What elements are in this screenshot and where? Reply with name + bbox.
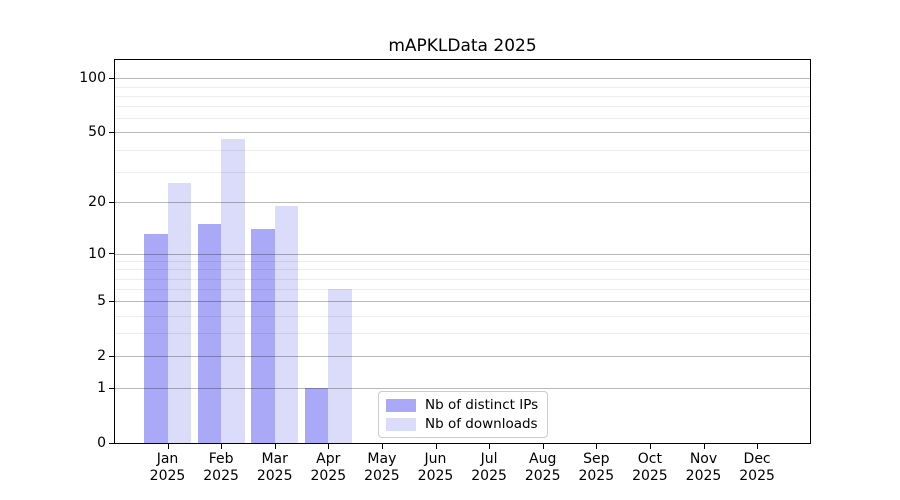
x-tick-mark-dec — [757, 444, 759, 449]
minor-gridline-9 — [115, 261, 810, 262]
bar-downloads-feb — [221, 138, 245, 443]
bar-downloads-jan — [167, 182, 191, 443]
y-tick-mark-0 — [109, 442, 114, 444]
x-tick-label-may: May 2025 — [364, 451, 400, 484]
minor-gridline-70 — [115, 106, 810, 108]
legend-swatch-distinct-ips — [386, 398, 416, 412]
minor-gridline-90 — [115, 86, 810, 88]
minor-gridline-60 — [115, 118, 810, 120]
bar-downloads-apr — [328, 289, 352, 443]
x-tick-mark-nov — [703, 444, 705, 449]
minor-gridline-8 — [115, 269, 810, 271]
major-gridline-100 — [115, 78, 810, 80]
y-tick-mark-10 — [109, 253, 114, 254]
y-tick-label-0: 0 — [97, 435, 106, 451]
x-tick-label-apr: Apr 2025 — [310, 451, 347, 484]
legend-swatch-downloads — [386, 417, 416, 431]
x-tick-mark-jul — [489, 444, 491, 449]
y-tick-mark-5 — [109, 300, 114, 302]
minor-gridline-40 — [115, 149, 810, 151]
major-gridline-20 — [115, 202, 810, 204]
major-gridline-2 — [115, 356, 810, 358]
bars-layer — [115, 60, 810, 443]
y-tick-label-10: 10 — [88, 245, 106, 262]
major-gridline-10 — [115, 253, 810, 255]
y-tick-label-2: 2 — [97, 348, 106, 365]
y-tick-mark-20 — [109, 201, 114, 203]
legend: Nb of distinct IPs Nb of downloads — [378, 391, 549, 438]
y-tick-mark-100 — [109, 77, 114, 79]
grid-layer — [115, 60, 810, 443]
minor-gridline-6 — [115, 289, 810, 291]
y-tick-label-5: 5 — [97, 293, 106, 310]
x-tick-label-aug: Aug 2025 — [524, 451, 561, 484]
x-tick-mark-jun — [435, 444, 437, 449]
minor-gridline-4 — [115, 315, 810, 317]
legend-item-distinct-ips: Nb of distinct IPs — [386, 397, 538, 413]
x-tick-mark-oct — [649, 444, 651, 449]
y-tick-label-20: 20 — [88, 194, 106, 211]
bar-downloads-mar — [274, 206, 299, 443]
plot-area: 0 1 2 5 10 20 50 100 Jan 2025 Feb 2025 Mar 2025 Ap… — [79, 59, 811, 484]
x-tick-mark-jan — [167, 444, 169, 449]
minor-gridline-80 — [115, 95, 810, 97]
minor-gridline-3 — [115, 333, 810, 335]
y-tick-mark-50 — [109, 131, 114, 133]
major-gridline-5 — [115, 301, 810, 303]
y-tick-mark-1 — [109, 387, 114, 389]
bar-distinct-ips-jan — [144, 234, 168, 443]
x-tick-label-sep: Sep 2025 — [578, 451, 615, 484]
x-tick-label-feb: Feb 2025 — [203, 451, 239, 484]
legend-label-downloads: Nb of downloads — [425, 416, 538, 432]
bar-distinct-ips-apr — [304, 388, 329, 443]
major-gridline-50 — [115, 132, 810, 134]
major-gridline-1 — [115, 388, 810, 390]
bar-distinct-ips-mar — [251, 229, 275, 443]
y-axis: 0 1 2 5 10 20 50 100 — [79, 60, 810, 451]
y-tick-mark-2 — [109, 355, 114, 357]
y-tick-label-100: 100 — [79, 70, 106, 87]
legend-label-distinct-ips: Nb of distinct IPs — [425, 397, 539, 413]
x-tick-label-jul: Jul 2025 — [471, 451, 507, 484]
y-tick-label-50: 50 — [88, 124, 106, 141]
x-tick-mark-apr — [328, 444, 330, 449]
minor-gridline-30 — [115, 171, 810, 173]
legend-item-downloads: Nb of downloads — [386, 416, 538, 432]
x-tick-label-oct: Oct 2025 — [632, 451, 668, 484]
x-tick-label-jun: Jun 2025 — [417, 451, 454, 484]
bar-distinct-ips-feb — [197, 223, 222, 443]
x-tick-label-mar: Mar 2025 — [256, 451, 293, 484]
x-tick-mark-may — [381, 444, 383, 449]
y-tick-label-1: 1 — [97, 380, 106, 397]
x-tick-label-nov: Nov 2025 — [685, 451, 722, 484]
x-tick-mark-aug — [542, 444, 544, 449]
x-axis: Jan 2025 Feb 2025 Mar 2025 Apr 2025 May 2025… — [115, 60, 810, 484]
chart-title: mAPKLData 2025 — [388, 36, 537, 56]
x-tick-mark-sep — [596, 444, 598, 449]
minor-gridline-7 — [115, 278, 810, 280]
x-tick-mark-feb — [221, 444, 223, 449]
x-tick-mark-mar — [274, 444, 276, 449]
x-tick-label-dec: Dec 2025 — [739, 451, 775, 484]
x-tick-label-jan: Jan 2025 — [149, 451, 186, 484]
